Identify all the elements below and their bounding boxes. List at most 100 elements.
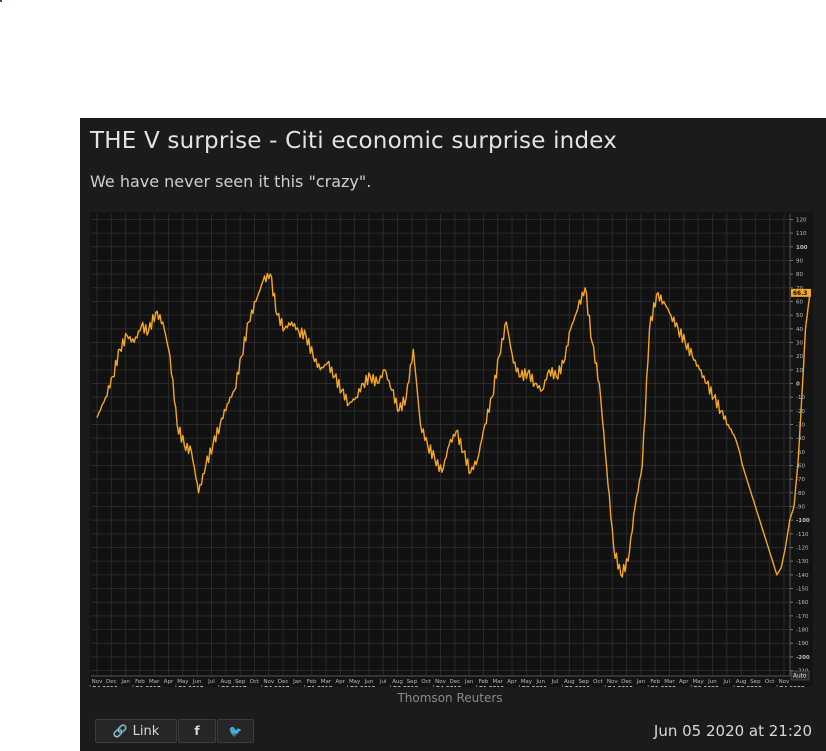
chart-svg: 1201101009080706050403020100-10-20-30-40… bbox=[89, 212, 813, 687]
y-tick-label: -60 bbox=[796, 464, 805, 470]
x-month-label: Apr bbox=[679, 679, 689, 685]
x-month-label: May bbox=[692, 679, 704, 685]
x-month-label: Feb bbox=[650, 679, 660, 685]
y-tick-label: 0 bbox=[796, 381, 800, 387]
last-value-badge bbox=[791, 288, 811, 297]
x-month-label: Dec bbox=[449, 679, 460, 685]
last-value-label: 66.3 bbox=[793, 291, 807, 297]
x-month-label: Mar bbox=[321, 679, 332, 685]
chart-title: THE V surprise - Citi economic surprise … bbox=[90, 128, 618, 154]
chart-source: Thomson Reuters bbox=[397, 691, 503, 705]
x-month-label: Aug bbox=[220, 679, 231, 685]
x-month-label: Oct bbox=[250, 679, 260, 685]
x-month-label: Aug bbox=[564, 679, 575, 685]
x-month-label: Dec bbox=[106, 679, 117, 685]
link-button[interactable]: 🔗 Link bbox=[95, 719, 177, 743]
corner-dot bbox=[0, 0, 2, 2]
x-month-label: Aug bbox=[392, 679, 403, 685]
twitter-icon: 🐦 bbox=[228, 724, 243, 738]
y-tick-label: -140 bbox=[796, 573, 809, 579]
x-month-label: Dec bbox=[621, 679, 632, 685]
x-month-label: May bbox=[177, 679, 189, 685]
y-tick-label: -50 bbox=[796, 450, 805, 456]
x-month-label: Oct bbox=[421, 679, 431, 685]
x-quarter-label: Q4 2018 bbox=[436, 686, 462, 687]
y-tick-label: 90 bbox=[796, 258, 803, 264]
y-tick-label: -100 bbox=[796, 518, 810, 524]
x-month-label: Jun bbox=[364, 679, 374, 685]
y-tick-label: -90 bbox=[796, 505, 805, 511]
x-month-label: Oct bbox=[765, 679, 775, 685]
y-tick-label: 80 bbox=[796, 272, 803, 278]
y-tick-label: 120 bbox=[796, 217, 807, 223]
x-month-label: Dec bbox=[278, 679, 289, 685]
y-tick-label: -80 bbox=[796, 491, 805, 497]
x-month-label: Nov bbox=[779, 679, 790, 685]
x-month-label: Oct bbox=[593, 679, 603, 685]
x-quarter-label: Q4 2017 bbox=[264, 686, 290, 687]
x-quarter-label: Q1 2019 bbox=[478, 686, 504, 687]
y-tick-label: 20 bbox=[796, 354, 803, 360]
x-month-label: Apr bbox=[507, 679, 517, 685]
x-month-label: Nov bbox=[92, 679, 103, 685]
x-quarter-label: Q2 2020 bbox=[693, 686, 719, 687]
x-month-label: Jun bbox=[192, 679, 202, 685]
facebook-share-button[interactable]: f bbox=[178, 719, 216, 743]
y-tick-label: -160 bbox=[796, 600, 809, 606]
x-month-label: Jul bbox=[551, 679, 559, 685]
y-tick-label: -130 bbox=[796, 559, 809, 565]
y-tick-label: 40 bbox=[796, 327, 803, 333]
y-tick-label: 30 bbox=[796, 340, 803, 346]
link-icon: 🔗 bbox=[112, 724, 128, 738]
y-tick-label: -150 bbox=[796, 587, 809, 593]
x-month-label: Jun bbox=[535, 679, 545, 685]
y-tick-label: 70 bbox=[796, 286, 803, 292]
y-tick-label: 50 bbox=[796, 313, 803, 319]
series-line bbox=[96, 272, 811, 578]
auto-scale-label: Auto bbox=[793, 674, 807, 680]
x-month-label: Apr bbox=[164, 679, 174, 685]
x-month-label: Feb bbox=[307, 679, 317, 685]
x-month-label: Nov bbox=[435, 679, 446, 685]
x-month-label: May bbox=[349, 679, 361, 685]
x-month-label: May bbox=[521, 679, 533, 685]
x-quarter-label: Q3 2019 bbox=[564, 686, 590, 687]
x-month-label: Sep bbox=[235, 679, 246, 685]
x-month-label: Aug bbox=[736, 679, 747, 685]
twitter-share-button[interactable]: 🐦 bbox=[217, 719, 254, 743]
y-tick-label: -180 bbox=[796, 628, 809, 634]
x-month-label: Nov bbox=[263, 679, 274, 685]
y-tick-label: 10 bbox=[796, 368, 803, 374]
x-month-label: Jan bbox=[292, 679, 302, 685]
x-quarter-label: Q3 2017 bbox=[221, 686, 247, 687]
x-quarter-label: Q1 2017 bbox=[135, 686, 161, 687]
x-month-label: Mar bbox=[493, 679, 504, 685]
x-month-label: Apr bbox=[336, 679, 346, 685]
y-tick-label: 60 bbox=[796, 299, 803, 305]
x-quarter-label: Q3 2020 bbox=[736, 686, 762, 687]
x-quarter-label: Q1 2018 bbox=[307, 686, 333, 687]
x-quarter-label: Q3 2018 bbox=[393, 686, 419, 687]
x-quarter-label: Q1 2020 bbox=[650, 686, 676, 687]
x-quarter-label: Q4 2016 bbox=[92, 686, 118, 687]
x-quarter-label: Q2 2019 bbox=[521, 686, 547, 687]
x-month-label: Jul bbox=[207, 679, 215, 685]
y-tick-label: -10 bbox=[796, 395, 805, 401]
x-month-label: Mar bbox=[664, 679, 675, 685]
chart-subtitle: We have never seen it this "crazy". bbox=[90, 172, 372, 191]
x-month-label: Sep bbox=[750, 679, 761, 685]
x-month-label: Jul bbox=[379, 679, 387, 685]
y-tick-label: -120 bbox=[796, 546, 809, 552]
x-month-label: Feb bbox=[135, 679, 145, 685]
x-month-label: Mar bbox=[149, 679, 160, 685]
x-month-label: Jun bbox=[707, 679, 717, 685]
y-tick-label: 110 bbox=[796, 231, 807, 237]
x-month-label: Jan bbox=[636, 679, 646, 685]
x-quarter-label: Q4 2020 bbox=[779, 686, 805, 687]
chart-card: THE V surprise - Citi economic surprise … bbox=[80, 118, 826, 751]
y-tick-label: -170 bbox=[796, 614, 809, 620]
x-month-label: Nov bbox=[607, 679, 618, 685]
y-tick-label: -70 bbox=[796, 477, 805, 483]
y-tick-label: 100 bbox=[796, 245, 808, 251]
x-month-label: Jan bbox=[464, 679, 474, 685]
